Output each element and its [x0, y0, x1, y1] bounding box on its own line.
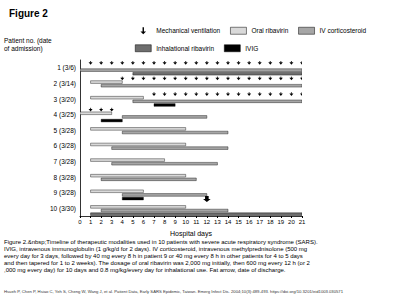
- svg-text:15: 15: [235, 219, 242, 225]
- svg-text:3 (3/20): 3 (3/20): [54, 96, 76, 104]
- svg-text:13: 13: [214, 219, 221, 225]
- svg-text:3: 3: [110, 219, 114, 225]
- svg-text:Patient no. (date: Patient no. (date: [4, 37, 54, 45]
- svg-text:7 (3/28): 7 (3/28): [54, 158, 76, 166]
- svg-text:,000 mg every day) for 10 days: ,000 mg every day) for 10 days and 0.8 m…: [4, 267, 286, 273]
- svg-text:0: 0: [78, 219, 82, 225]
- svg-text:7: 7: [152, 219, 156, 225]
- svg-text:Hospital days: Hospital days: [170, 230, 213, 238]
- svg-text:11: 11: [193, 219, 200, 225]
- svg-text:Figure 2.&nbsp;Timeline of the: Figure 2.&nbsp;Timeline of therapeutic m…: [4, 239, 319, 245]
- svg-text:19: 19: [278, 219, 285, 225]
- svg-text:Inhalational ribavirin: Inhalational ribavirin: [156, 45, 214, 52]
- svg-text:21: 21: [299, 219, 306, 225]
- svg-text:1 (3/6): 1 (3/6): [57, 64, 76, 72]
- svg-text:16: 16: [246, 219, 253, 225]
- svg-text:2 (3/14): 2 (3/14): [54, 80, 76, 88]
- svg-text:10: 10: [182, 219, 189, 225]
- svg-text:18: 18: [267, 219, 274, 225]
- svg-text:17: 17: [256, 219, 263, 225]
- svg-text:20: 20: [288, 219, 295, 225]
- svg-text:9: 9: [173, 219, 177, 225]
- svg-text:8: 8: [163, 219, 167, 225]
- svg-text:Mechanical ventilation: Mechanical ventilation: [156, 27, 220, 34]
- svg-text:IV corticosteroid: IV corticosteroid: [320, 27, 367, 34]
- svg-text:9 (3/28): 9 (3/28): [54, 189, 76, 197]
- svg-text:of admission): of admission): [4, 45, 43, 53]
- svg-text:Hsueh P, Chen P, Hsiao C, Yeh: Hsueh P, Chen P, Hsiao C, Yeh S, Cheng W…: [4, 289, 344, 294]
- svg-text:10 (3/30): 10 (3/30): [50, 205, 76, 213]
- svg-text:8 (3/28): 8 (3/28): [54, 174, 76, 182]
- svg-text:5 (3/28): 5 (3/28): [54, 127, 76, 135]
- svg-text:4 (3/25): 4 (3/25): [54, 111, 76, 119]
- svg-text:4: 4: [121, 219, 125, 225]
- svg-text:Figure 2: Figure 2: [9, 8, 48, 19]
- svg-text:5: 5: [131, 219, 135, 225]
- svg-text:12: 12: [204, 219, 211, 225]
- svg-text:2: 2: [99, 219, 103, 225]
- svg-text:IVIG, intravenous immunoglobul: IVIG, intravenous immunoglobulin (1 g/kg…: [4, 246, 309, 252]
- svg-text:6 (3/28): 6 (3/28): [54, 142, 76, 150]
- svg-text:Oral ribavirin: Oral ribavirin: [251, 27, 288, 34]
- svg-text:every day for 3 days, followed: every day for 3 days, followed by 40 mg …: [4, 253, 305, 259]
- svg-text:6: 6: [142, 219, 146, 225]
- svg-text:1: 1: [89, 219, 93, 225]
- svg-text:and then tapered for 1 to 2 we: and then tapered for 1 to 2 weeks). The …: [4, 260, 311, 266]
- svg-text:14: 14: [225, 219, 232, 225]
- svg-text:IVIG: IVIG: [245, 45, 258, 52]
